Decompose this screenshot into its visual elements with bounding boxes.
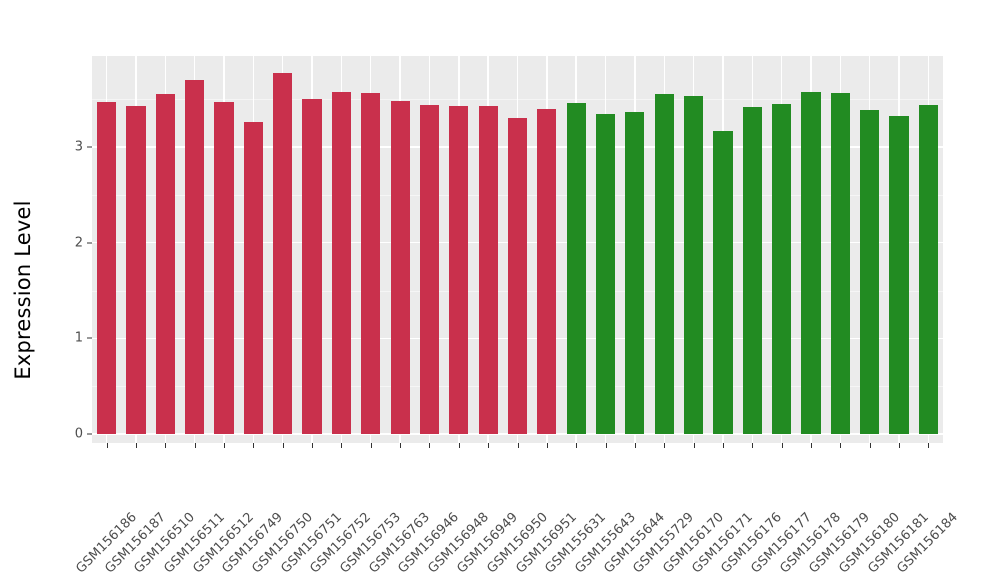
x-tick-mark <box>165 443 167 448</box>
bar[interactable] <box>566 103 586 434</box>
bar[interactable] <box>302 99 322 434</box>
bar[interactable] <box>126 105 146 434</box>
bar[interactable] <box>478 105 498 434</box>
bar[interactable] <box>155 94 175 434</box>
bar[interactable] <box>390 101 410 434</box>
x-tick-mark <box>576 443 578 448</box>
x-tick-mark <box>136 443 138 448</box>
bar[interactable] <box>185 80 205 434</box>
x-tick-mark <box>722 443 724 448</box>
bar[interactable] <box>537 108 557 434</box>
x-tick-mark <box>752 443 754 448</box>
x-tick-mark <box>400 443 402 448</box>
bar[interactable] <box>801 92 821 434</box>
bar[interactable] <box>771 103 792 434</box>
bar[interactable] <box>654 94 674 434</box>
x-tick-mark <box>224 443 226 448</box>
bar[interactable] <box>683 96 704 434</box>
bar[interactable] <box>889 116 909 434</box>
x-tick-mark <box>898 443 900 448</box>
y-tick-mark <box>87 337 92 339</box>
bar[interactable] <box>860 109 880 434</box>
x-tick-mark <box>517 443 519 448</box>
bar[interactable] <box>97 102 117 434</box>
x-tick-mark <box>781 443 783 448</box>
bar[interactable] <box>625 111 645 434</box>
bar[interactable] <box>449 105 469 434</box>
y-tick-label: 2 <box>74 235 83 251</box>
bar[interactable] <box>830 93 850 434</box>
bar[interactable] <box>243 122 263 434</box>
x-tick-mark <box>634 443 636 448</box>
x-tick-mark <box>312 443 314 448</box>
x-tick-mark <box>869 443 871 448</box>
bar[interactable] <box>361 93 381 434</box>
plot-panel <box>92 56 943 443</box>
x-tick-mark <box>664 443 666 448</box>
y-tick-mark <box>87 146 92 148</box>
y-tick-mark <box>87 433 92 435</box>
bar[interactable] <box>507 118 528 434</box>
x-tick-mark <box>546 443 548 448</box>
y-tick-mark <box>87 242 92 244</box>
x-tick-mark <box>341 443 343 448</box>
x-tick-mark <box>840 443 842 448</box>
bar[interactable] <box>331 92 352 434</box>
bar[interactable] <box>742 106 762 434</box>
y-tick-label: 3 <box>74 139 83 155</box>
x-tick-mark <box>106 443 108 448</box>
bar[interactable] <box>419 104 440 434</box>
x-tick-mark <box>488 443 490 448</box>
y-tick-label: 0 <box>74 426 83 442</box>
x-tick-mark <box>810 443 812 448</box>
bar[interactable] <box>713 130 733 434</box>
x-tick-mark <box>928 443 930 448</box>
bar[interactable] <box>595 114 616 434</box>
x-tick-mark <box>605 443 607 448</box>
x-tick-mark <box>458 443 460 448</box>
x-tick-mark <box>370 443 372 448</box>
x-tick-mark <box>253 443 255 448</box>
x-tick-mark <box>282 443 284 448</box>
bar[interactable] <box>273 73 293 434</box>
x-axis: GSM156186 GSM156187 GSM156510 GSM156511 GSM1… <box>0 443 1000 580</box>
x-tick-mark <box>693 443 695 448</box>
y-tick-label: 1 <box>74 330 83 346</box>
bar[interactable] <box>918 104 938 434</box>
x-tick-mark <box>194 443 196 448</box>
x-tick-mark <box>429 443 431 448</box>
bar[interactable] <box>214 102 234 434</box>
y-axis: 0 1 2 3 <box>46 0 92 580</box>
